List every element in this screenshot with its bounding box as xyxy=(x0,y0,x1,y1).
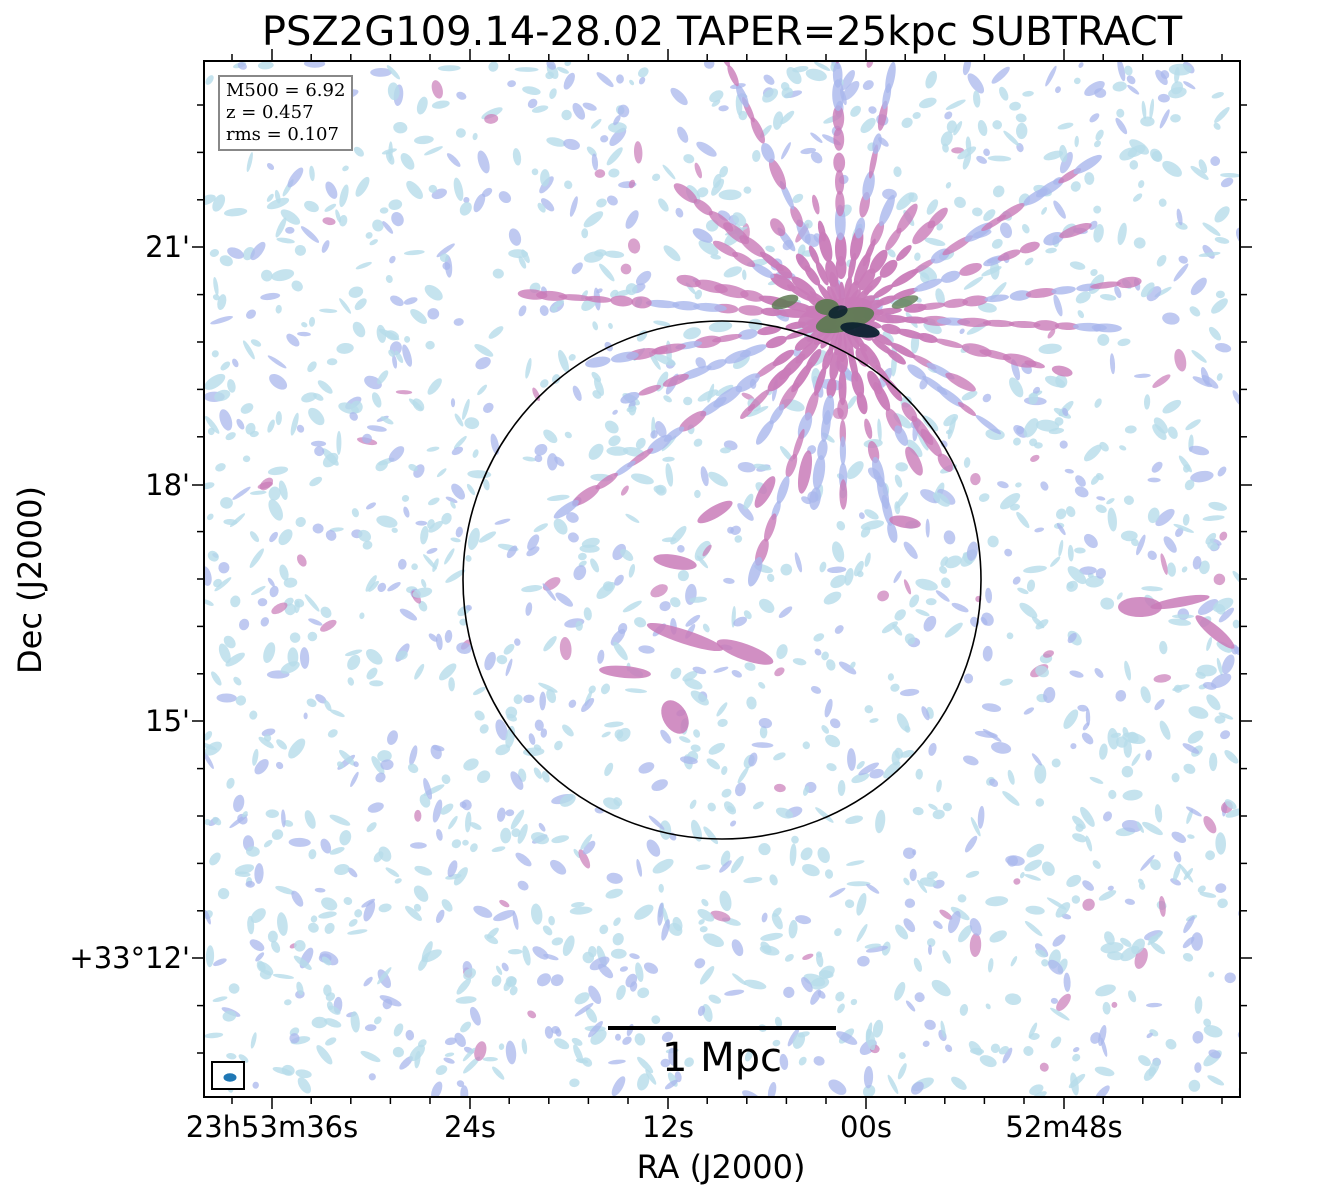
info-m500: M500 = 6.92 xyxy=(226,80,346,101)
x-axis-title: RA (J2000) xyxy=(636,1148,806,1186)
x-tick-label: 23h53m36s xyxy=(185,1110,359,1144)
x-tick-label: 12s xyxy=(641,1110,694,1144)
scale-bar-label: 1 Mpc xyxy=(661,1035,783,1081)
x-tick-label: 24s xyxy=(443,1110,496,1144)
map-title: PSZ2G109.14-28.02 TAPER=25kpc SUBTRACT xyxy=(261,9,1183,55)
y-tick-label: 15' xyxy=(145,704,190,738)
info-redshift: z = 0.457 xyxy=(226,102,314,123)
cluster-info-box: M500 = 6.92 z = 0.457 rms = 0.107 xyxy=(218,75,354,151)
radio-map-image xyxy=(205,62,1239,1096)
y-tick-label: +33°12' xyxy=(69,941,190,975)
cluster-r500-circle xyxy=(462,320,982,840)
y-axis-title: Dec (J2000) xyxy=(11,486,49,674)
y-tick-label: 18' xyxy=(145,468,190,502)
x-tick-label: 00s xyxy=(839,1110,892,1144)
scale-bar xyxy=(608,1026,836,1030)
beam-indicator xyxy=(211,1061,245,1090)
beam-ellipse xyxy=(223,1073,237,1082)
radio-map-panel: M500 = 6.92 z = 0.457 rms = 0.107 1 Mpc xyxy=(203,60,1241,1098)
y-tick-label: 21' xyxy=(145,230,190,264)
x-tick-label: 52m48s xyxy=(1005,1110,1123,1144)
bright-source-layer xyxy=(771,294,919,338)
info-rms: rms = 0.107 xyxy=(226,124,339,145)
